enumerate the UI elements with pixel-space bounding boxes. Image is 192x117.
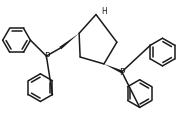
Polygon shape bbox=[59, 33, 79, 49]
Text: H: H bbox=[101, 7, 107, 16]
Text: P: P bbox=[119, 68, 124, 77]
Text: P: P bbox=[44, 52, 49, 61]
Polygon shape bbox=[104, 64, 122, 73]
